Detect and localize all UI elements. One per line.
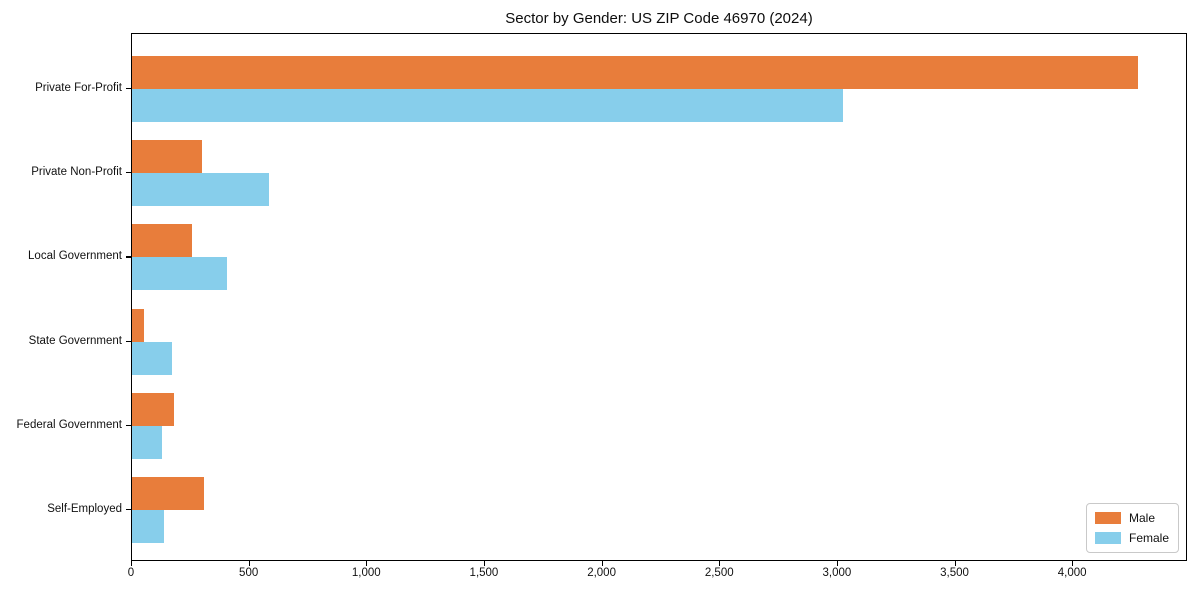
male-swatch-icon (1094, 512, 1121, 524)
bar-male-private-for-profit (132, 56, 1139, 89)
x-tick-4000 (1072, 561, 1074, 566)
y-label-federal-government: Federal Government (16, 418, 122, 431)
y-tick-private-for-profit (126, 88, 131, 90)
bar-male-self-employed (132, 477, 204, 510)
female-swatch-icon (1094, 532, 1121, 544)
x-tick-1000 (366, 561, 368, 566)
legend-label-male: Male (1128, 511, 1155, 525)
bar-male-federal-government (132, 392, 174, 426)
x-tick-label-2000: 2,000 (587, 567, 616, 579)
x-tick-label-2500: 2,500 (704, 567, 734, 579)
y-tick-federal-government (126, 424, 131, 426)
x-tick-1500 (483, 561, 486, 566)
x-tick-3000 (836, 561, 839, 566)
x-tick-label-1500: 1,500 (469, 567, 499, 579)
x-tick-label-500: 500 (239, 567, 259, 579)
x-tick-0 (131, 561, 133, 566)
bar-female-private-non-profit (132, 173, 269, 207)
bar-male-private-non-profit (132, 140, 202, 174)
bar-female-self-employed (132, 510, 164, 543)
bar-female-private-for-profit (132, 89, 844, 122)
y-label-private-for-profit: Private For-Profit (35, 82, 122, 94)
y-tick-local-government (126, 256, 131, 258)
bar-female-local-government (132, 257, 227, 291)
x-tick-2000 (601, 561, 603, 566)
y-tick-state-government (126, 340, 131, 342)
y-tick-private-non-profit (126, 172, 131, 174)
bar-female-federal-government (132, 425, 162, 459)
bar-male-state-government (132, 308, 144, 342)
plot-area: Male Female (131, 33, 1187, 561)
bar-female-state-government (132, 341, 172, 375)
x-tick-3500 (954, 561, 956, 566)
y-label-private-non-profit: Private Non-Profit (31, 166, 122, 179)
x-tick-500 (248, 561, 250, 566)
bar-male-local-government (132, 224, 192, 258)
y-label-state-government: State Government (28, 334, 122, 347)
y-label-self-employed: Self-Employed (47, 503, 122, 515)
x-tick-label-3000: 3,000 (822, 567, 852, 579)
x-tick-label-0: 0 (127, 567, 135, 579)
x-tick-2500 (719, 561, 721, 566)
legend: Male Female (1085, 503, 1179, 553)
y-tick-self-employed (126, 509, 131, 511)
x-tick-label-3500: 3,500 (940, 567, 969, 579)
legend-entry-male: Male (1094, 511, 1169, 525)
legend-label-female: Female (1128, 531, 1169, 545)
legend-entry-female: Female (1094, 531, 1169, 545)
x-tick-label-1000: 1,000 (351, 567, 381, 579)
chart-title: Sector by Gender: US ZIP Code 46970 (202… (505, 10, 813, 27)
y-label-local-government: Local Government (28, 250, 122, 263)
x-tick-label-4000: 4,000 (1057, 567, 1087, 579)
